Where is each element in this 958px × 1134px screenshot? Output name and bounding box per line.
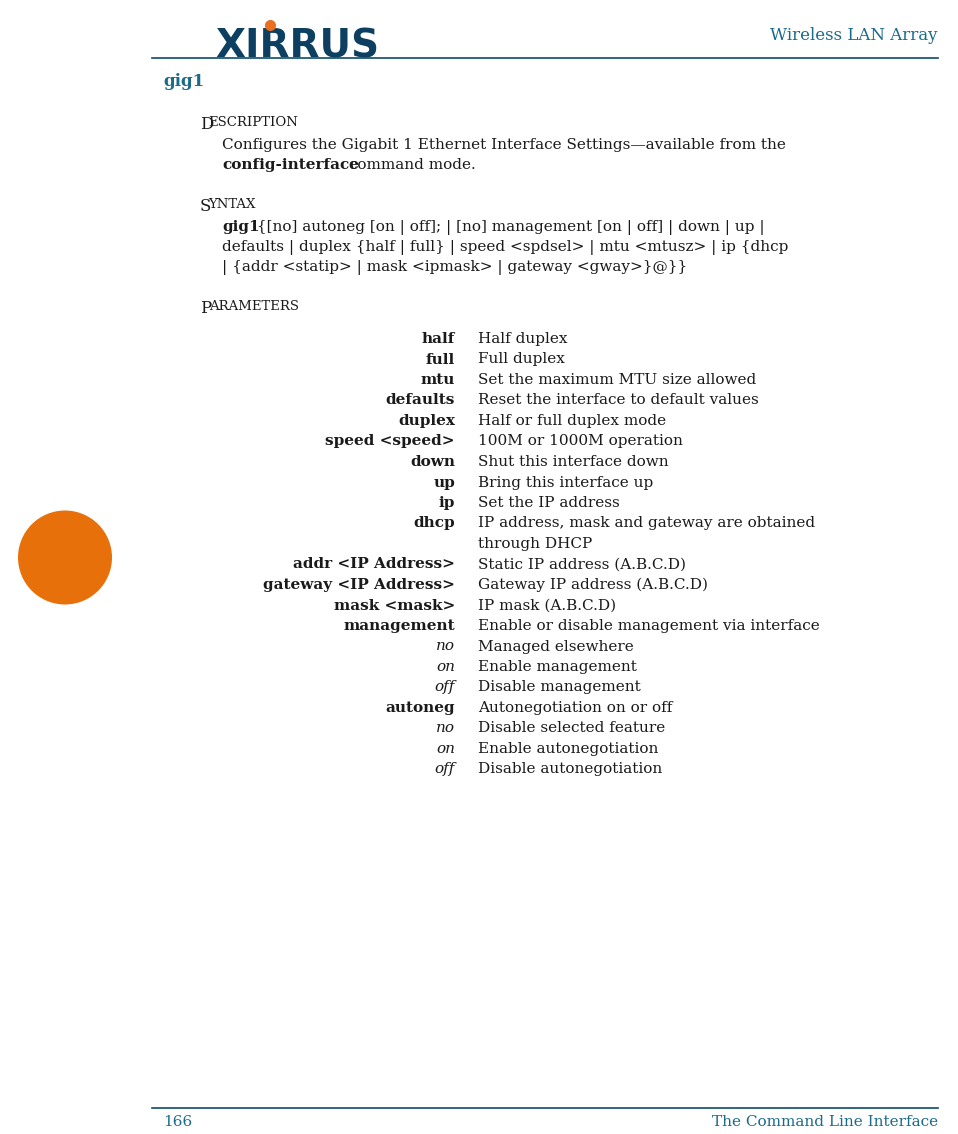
- Text: ARAMETERS: ARAMETERS: [209, 301, 299, 313]
- Text: Configures the Gigabit 1 Ethernet Interface Settings—available from the: Configures the Gigabit 1 Ethernet Interf…: [222, 138, 786, 152]
- Text: autoneg: autoneg: [385, 701, 455, 716]
- Text: Enable or disable management via interface: Enable or disable management via interfa…: [478, 619, 820, 633]
- Text: IP mask (A.B.C.D): IP mask (A.B.C.D): [478, 599, 616, 612]
- Text: mask <mask>: mask <mask>: [333, 599, 455, 612]
- Text: Set the IP address: Set the IP address: [478, 496, 620, 510]
- Text: ESCRIPTION: ESCRIPTION: [209, 116, 299, 129]
- Text: YNTAX: YNTAX: [209, 198, 256, 211]
- Text: gateway <IP Address>: gateway <IP Address>: [263, 578, 455, 592]
- Text: Reset the interface to default values: Reset the interface to default values: [478, 393, 759, 407]
- Text: Enable autonegotiation: Enable autonegotiation: [478, 742, 658, 756]
- Text: | {addr <statip> | mask <ipmask> | gateway <gway>}@}}: | {addr <statip> | mask <ipmask> | gatew…: [222, 260, 687, 276]
- Text: command mode.: command mode.: [344, 158, 475, 172]
- Text: on: on: [436, 742, 455, 756]
- Text: Enable management: Enable management: [478, 660, 637, 674]
- Text: through DHCP: through DHCP: [478, 538, 592, 551]
- Text: no: no: [436, 721, 455, 736]
- Text: 100M or 1000M operation: 100M or 1000M operation: [478, 434, 683, 449]
- Text: management: management: [343, 619, 455, 633]
- Text: half: half: [422, 332, 455, 346]
- Text: down: down: [410, 455, 455, 469]
- Text: Static IP address (A.B.C.D): Static IP address (A.B.C.D): [478, 558, 686, 572]
- Text: Disable selected feature: Disable selected feature: [478, 721, 665, 736]
- Text: The Command Line Interface: The Command Line Interface: [712, 1115, 938, 1129]
- Text: config-interface: config-interface: [222, 158, 359, 172]
- Text: gig1: gig1: [163, 74, 204, 91]
- Text: off: off: [435, 680, 455, 694]
- Text: P: P: [200, 301, 212, 318]
- Circle shape: [18, 510, 112, 604]
- Text: full: full: [425, 353, 455, 366]
- Text: Autonegotiation on or off: Autonegotiation on or off: [478, 701, 673, 716]
- Text: mtu: mtu: [421, 373, 455, 387]
- Text: Disable autonegotiation: Disable autonegotiation: [478, 762, 662, 777]
- Text: Set the maximum MTU size allowed: Set the maximum MTU size allowed: [478, 373, 756, 387]
- Text: Shut this interface down: Shut this interface down: [478, 455, 669, 469]
- Text: up: up: [433, 475, 455, 490]
- Text: Wireless LAN Array: Wireless LAN Array: [770, 26, 938, 43]
- Text: 166: 166: [163, 1115, 193, 1129]
- Text: Half duplex: Half duplex: [478, 332, 567, 346]
- Text: Disable management: Disable management: [478, 680, 641, 694]
- Text: Half or full duplex mode: Half or full duplex mode: [478, 414, 666, 428]
- Text: defaults: defaults: [386, 393, 455, 407]
- Text: no: no: [436, 640, 455, 653]
- Text: gig1: gig1: [222, 220, 260, 234]
- Text: Gateway IP address (A.B.C.D): Gateway IP address (A.B.C.D): [478, 578, 708, 592]
- Text: defaults | duplex {half | full} | speed <spdsel> | mtu <mtusz> | ip {dhcp: defaults | duplex {half | full} | speed …: [222, 240, 788, 255]
- Text: {[no] autoneg [on | off]; | [no] management [on | off] | down | up |: {[no] autoneg [on | off]; | [no] managem…: [252, 220, 765, 235]
- Text: XIRRUS: XIRRUS: [215, 28, 379, 66]
- Text: on: on: [436, 660, 455, 674]
- Text: dhcp: dhcp: [413, 516, 455, 531]
- Text: Full duplex: Full duplex: [478, 353, 565, 366]
- Text: addr <IP Address>: addr <IP Address>: [293, 558, 455, 572]
- Text: IP address, mask and gateway are obtained: IP address, mask and gateway are obtaine…: [478, 516, 815, 531]
- Text: Bring this interface up: Bring this interface up: [478, 475, 653, 490]
- Text: duplex: duplex: [398, 414, 455, 428]
- Text: off: off: [435, 762, 455, 777]
- Text: speed <speed>: speed <speed>: [326, 434, 455, 449]
- Text: ip: ip: [439, 496, 455, 510]
- Text: S: S: [200, 198, 212, 215]
- Text: D: D: [200, 116, 214, 133]
- Text: Managed elsewhere: Managed elsewhere: [478, 640, 634, 653]
